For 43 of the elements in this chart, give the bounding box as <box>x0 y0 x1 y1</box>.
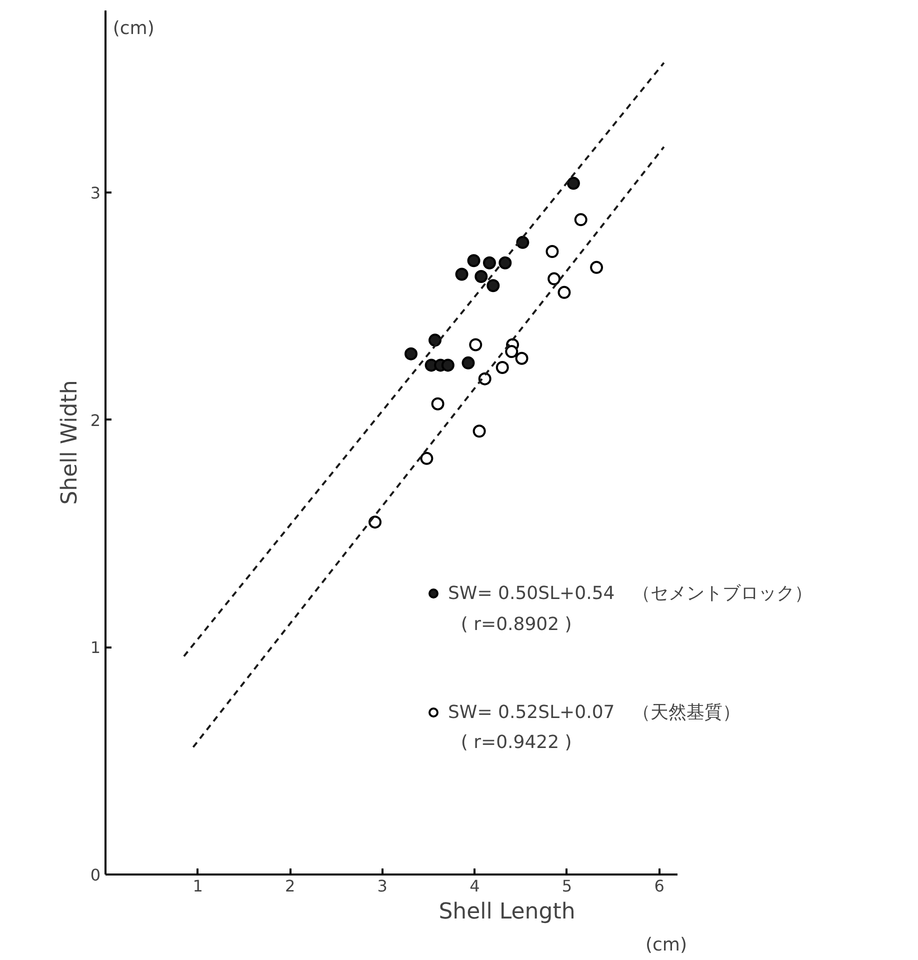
point <box>472 424 486 438</box>
point <box>455 268 468 281</box>
point <box>505 345 518 358</box>
text: (cm) <box>646 934 687 956</box>
point <box>558 286 571 299</box>
point <box>431 397 444 410</box>
annotation: ( r=0.8902 ) <box>460 614 572 635</box>
legend-label: SW= 0.50SL+0.54 （セメントブロック） <box>448 582 813 605</box>
point <box>478 372 492 386</box>
x-tick-label: 3 <box>377 876 388 896</box>
y-tick-label: 2 <box>90 410 101 430</box>
point <box>486 279 500 292</box>
point <box>496 360 509 374</box>
point <box>574 213 588 226</box>
point <box>515 352 528 365</box>
x-tick-label: 6 <box>654 876 664 896</box>
y-tick-label: 0 <box>90 866 101 884</box>
point <box>516 236 530 249</box>
y-tick-label: 1 <box>90 638 101 658</box>
point <box>420 452 434 465</box>
x-tick-label: 4 <box>470 876 480 896</box>
point <box>462 356 475 370</box>
point <box>482 256 496 270</box>
x-tick-label: 2 <box>285 876 296 896</box>
annotation: ( r=0.9422 ) <box>460 732 572 754</box>
point <box>467 254 480 268</box>
x-tick-label: 1 <box>192 876 203 896</box>
point <box>548 272 561 286</box>
point <box>546 245 559 258</box>
annotation: (cm) <box>112 18 154 40</box>
point <box>404 347 418 360</box>
legend-label: SW= 0.52SL+0.07 （天然基質） <box>448 701 741 724</box>
point <box>498 256 512 270</box>
point <box>441 358 454 372</box>
point <box>566 176 580 190</box>
y-tick-label: 3 <box>90 183 101 202</box>
x-tick-label: 5 <box>562 876 572 896</box>
y-axis-title: Shell Width <box>57 380 82 505</box>
x-axis-title: Shell Length <box>438 900 576 924</box>
point <box>474 270 488 284</box>
point <box>590 260 604 274</box>
point <box>428 334 442 347</box>
point <box>469 338 482 352</box>
